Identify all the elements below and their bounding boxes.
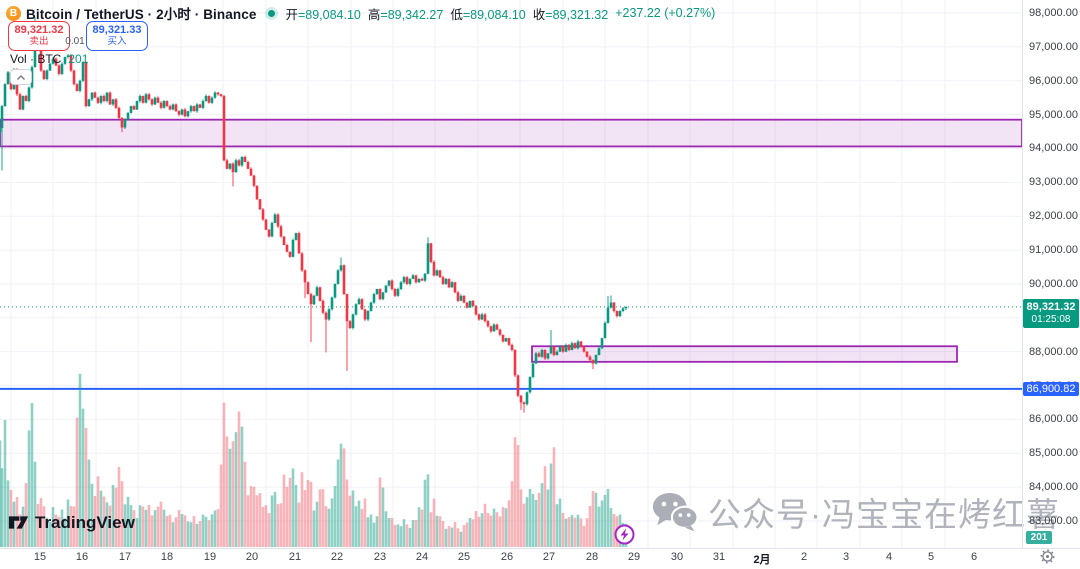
volume-axis-value-label: 201 bbox=[1026, 531, 1052, 544]
watermark: 公众号·冯宝宝在烤红薯 bbox=[652, 488, 1060, 536]
buy-button[interactable]: 89,321.33 买入 bbox=[86, 21, 148, 51]
price-axis-label: 93,000.00 bbox=[1029, 176, 1078, 189]
volume-layer bbox=[0, 373, 628, 547]
price-axis-separator bbox=[1022, 0, 1023, 548]
low-value: 89,084.10 bbox=[463, 8, 526, 22]
tradingview-mark-icon bbox=[8, 516, 29, 529]
price-axis-label: 98,000.00 bbox=[1029, 7, 1078, 19]
ohlc-values: 开89,084.10 高89,342.27 低89,084.10 收89,321… bbox=[285, 4, 715, 23]
time-axis-label: 31 bbox=[712, 551, 726, 563]
symbol-title[interactable]: Bitcoin / TetherUS · 2小时 · Binance bbox=[26, 7, 257, 22]
watermark-text: 公众号·冯宝宝在烤红薯 bbox=[708, 496, 1060, 533]
open-value: 89,084.10 bbox=[298, 8, 361, 22]
time-axis-label: 25 bbox=[457, 551, 471, 563]
time-axis-label: 22 bbox=[330, 551, 344, 563]
symbol-header: B Bitcoin / TetherUS · 2小时 · Binance 开89… bbox=[6, 3, 715, 23]
chart-canvas[interactable] bbox=[0, 0, 1022, 548]
instant-trading-bolt-icon[interactable] bbox=[614, 524, 635, 545]
grid-layer bbox=[0, 0, 1022, 548]
bar-countdown: 01:25:08 bbox=[1031, 313, 1071, 325]
time-axis-label: 23 bbox=[373, 551, 387, 563]
supply-demand-zones[interactable] bbox=[0, 118, 1022, 363]
close-value: 89,321.32 bbox=[545, 8, 608, 22]
zone-rect[interactable] bbox=[531, 345, 958, 363]
time-axis-label: 30 bbox=[670, 551, 684, 563]
price-axis-label: 84,000.00 bbox=[1029, 481, 1078, 494]
time-axis-label: 27 bbox=[542, 551, 556, 563]
tradingview-logo[interactable]: TradingView bbox=[8, 512, 135, 533]
price-axis-label: 85,000.00 bbox=[1029, 447, 1078, 460]
sell-price: 89,321.32 bbox=[14, 24, 64, 37]
axis-settings-gear-icon[interactable] bbox=[1040, 549, 1056, 565]
time-axis-label: 15 bbox=[33, 551, 47, 563]
last-price-label[interactable]: 89,321.32 01:25:08 bbox=[1023, 298, 1079, 328]
time-axis-label: 20 bbox=[245, 551, 259, 563]
time-axis[interactable]: 15 16 17 18 19 20 21 22 23 24 25 26 27 28 29 30 31 2月 2 3 4 5… bbox=[0, 549, 1080, 566]
price-axis-label: 92,000.00 bbox=[1029, 210, 1078, 223]
chevron-up-icon bbox=[17, 74, 25, 80]
buy-price: 89,321.33 bbox=[92, 24, 142, 37]
zone-rect[interactable] bbox=[0, 118, 1022, 148]
bitcoin-logo-icon: B bbox=[6, 5, 21, 21]
time-axis-label: 2 bbox=[800, 551, 808, 563]
price-axis-label: 96,000.00 bbox=[1029, 74, 1078, 87]
sell-label: 卖出 bbox=[29, 35, 49, 47]
price-axis-label: 97,000.00 bbox=[1029, 40, 1078, 53]
low-label: 低 bbox=[450, 7, 463, 22]
spread-value: 0.01 bbox=[65, 36, 85, 47]
wechat-icon bbox=[652, 492, 698, 532]
high-value: 89,342.27 bbox=[380, 8, 443, 22]
time-axis-label: 16 bbox=[75, 551, 89, 563]
time-axis-label: 17 bbox=[118, 551, 132, 563]
time-axis-label: 18 bbox=[160, 551, 174, 563]
time-axis-label: 29 bbox=[627, 551, 641, 563]
price-axis-label: 86,000.00 bbox=[1029, 413, 1078, 426]
time-axis-label: 19 bbox=[203, 551, 217, 563]
price-axis-label: 91,000.00 bbox=[1029, 244, 1078, 257]
time-axis-label: 3 bbox=[842, 551, 850, 563]
volume-indicator-value: 201 bbox=[68, 52, 89, 66]
time-axis-label: 5 bbox=[927, 551, 935, 563]
market-status-dot-icon[interactable] bbox=[268, 9, 276, 17]
pane-collapse-button[interactable] bbox=[10, 69, 32, 85]
price-axis[interactable]: 98,000.00 97,000.00 96,000.00 95,000.00 94,0… bbox=[1022, 0, 1080, 548]
high-label: 高 bbox=[367, 7, 381, 22]
price-axis-label: 95,000.00 bbox=[1029, 108, 1078, 121]
time-axis-label: 2月 bbox=[753, 554, 771, 566]
time-axis-label: 26 bbox=[500, 551, 514, 563]
price-axis-label: 83,000.00 bbox=[1029, 515, 1078, 527]
open-label: 开 bbox=[285, 7, 298, 22]
support-price-label[interactable]: 86,900.82 bbox=[1023, 381, 1079, 396]
price-axis-label: 90,000.00 bbox=[1029, 277, 1078, 290]
volume-indicator-name: Vol · BTC bbox=[10, 52, 62, 66]
time-axis-label: 24 bbox=[415, 551, 429, 563]
buy-label: 买入 bbox=[107, 35, 127, 47]
sell-button[interactable]: 89,321.32 卖出 bbox=[8, 21, 70, 51]
tradingview-logo-text: TradingView bbox=[35, 512, 135, 532]
price-axis-label: 94,000.00 bbox=[1029, 142, 1078, 155]
last-price-value: 89,321.32 bbox=[1026, 300, 1076, 313]
time-axis-label: 4 bbox=[885, 551, 893, 563]
price-axis-label: 88,000.00 bbox=[1029, 345, 1078, 358]
time-axis-label: 6 bbox=[970, 551, 978, 563]
time-axis-separator bbox=[0, 548, 1080, 549]
close-label: 收 bbox=[532, 7, 546, 22]
change-value: +237.22 (+0.27%) bbox=[615, 6, 716, 20]
volume-indicator-legend[interactable]: Vol · BTC 201 bbox=[10, 52, 88, 66]
time-axis-label: 21 bbox=[288, 551, 302, 563]
time-axis-label: 28 bbox=[585, 551, 599, 563]
